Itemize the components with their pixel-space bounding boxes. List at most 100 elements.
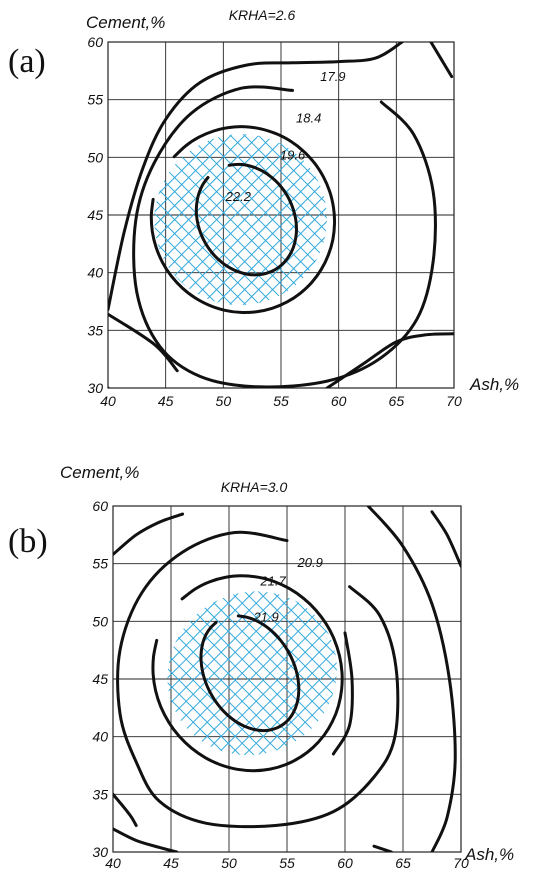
contour-line xyxy=(331,631,354,756)
hatch-line xyxy=(128,108,353,332)
hatch-line xyxy=(138,561,366,785)
x-tick-label: 40 xyxy=(100,393,116,409)
hatch-line xyxy=(175,561,366,785)
contour-line xyxy=(325,332,454,388)
hatch-line xyxy=(138,561,366,785)
contour-line xyxy=(113,512,185,556)
contour-lines xyxy=(108,42,454,388)
hatch-line xyxy=(128,108,353,332)
contour-line xyxy=(430,510,461,568)
hatch-line xyxy=(217,561,366,785)
y-axis-title: Cement,% xyxy=(60,463,139,482)
hatch-line xyxy=(220,108,353,332)
y-tick-label: 45 xyxy=(87,207,103,223)
hatch-line xyxy=(231,561,366,785)
hatch-line xyxy=(128,108,353,332)
hatch-line xyxy=(178,108,353,332)
hatch-line xyxy=(138,561,366,785)
chart-title: KRHA=2.6 xyxy=(229,7,296,23)
panel-label: (a) xyxy=(8,43,46,80)
contour-line xyxy=(113,792,138,827)
y-tick-label: 35 xyxy=(87,322,103,338)
y-tick-label: 50 xyxy=(87,149,103,165)
contour-line xyxy=(429,42,454,79)
grid xyxy=(107,41,455,389)
contour-label: 18.4 xyxy=(296,111,321,126)
contour-line xyxy=(116,530,400,829)
hatch-line xyxy=(138,561,366,785)
y-tick-label: 55 xyxy=(87,92,103,108)
contour-label: 17.9 xyxy=(320,69,345,84)
hatch-line xyxy=(136,108,353,332)
y-tick-label: 30 xyxy=(87,380,103,396)
hatch-line xyxy=(138,561,366,785)
y-tick-label: 35 xyxy=(92,786,108,802)
x-tick-label: 50 xyxy=(216,393,232,409)
hatch-line xyxy=(128,108,353,332)
hatch-line xyxy=(164,108,353,332)
hatch-line xyxy=(189,561,366,785)
contour-line xyxy=(199,614,301,733)
hatch-line xyxy=(245,561,366,785)
x-tick-label: 40 xyxy=(105,855,121,871)
x-tick-label: 70 xyxy=(453,855,469,871)
hatch-line xyxy=(138,561,366,785)
x-tick-label: 50 xyxy=(221,855,237,871)
contour-line xyxy=(194,162,299,277)
panel-label: (b) xyxy=(8,523,48,560)
plot-frame xyxy=(112,505,462,853)
hatch-line xyxy=(138,561,366,785)
contour-label: 20.9 xyxy=(297,555,323,570)
x-axis-title: Ash,% xyxy=(469,375,519,394)
hatch-line xyxy=(138,561,323,785)
hatch-line xyxy=(231,561,366,785)
x-tick-label: 55 xyxy=(273,393,289,409)
hatch-line xyxy=(175,561,366,785)
y-axis-title: Cement,% xyxy=(86,13,165,32)
hatch-line xyxy=(138,561,366,785)
contour-line xyxy=(108,42,404,312)
hatch-line xyxy=(128,108,311,332)
y-tick-label: 60 xyxy=(92,498,108,514)
y-tick-label: 55 xyxy=(92,556,108,572)
hatch-line xyxy=(138,561,281,785)
hatch-line xyxy=(128,108,353,332)
x-tick-label: 70 xyxy=(446,393,462,409)
x-tick-label: 45 xyxy=(163,855,179,871)
panel-b: 20.9 21.7 21.9 40 45 50 55 60 65 70 30 35 40 45 50 55 60… xyxy=(8,463,514,871)
contour-line xyxy=(113,827,179,852)
y-tick-label: 40 xyxy=(87,265,103,281)
hatch-line xyxy=(138,561,366,785)
chart-title: KRHA=3.0 xyxy=(221,479,288,495)
y-tick-label: 40 xyxy=(92,729,108,745)
contour-label: 21.7 xyxy=(259,574,286,589)
hatch-line xyxy=(128,108,353,332)
contour-line xyxy=(366,506,457,852)
hatch-line xyxy=(138,561,253,785)
contour-line xyxy=(108,312,179,373)
hatch-line xyxy=(138,561,323,785)
hatch-line xyxy=(164,108,353,332)
hatch-line xyxy=(128,108,353,332)
x-axis-title: Ash,% xyxy=(464,845,514,864)
hatch-line xyxy=(245,561,366,785)
hatch-line xyxy=(234,108,353,332)
y-tick-label: 30 xyxy=(92,844,108,860)
hatch-line xyxy=(138,561,366,785)
y-tick-label: 45 xyxy=(92,671,108,687)
hatch-line xyxy=(138,561,365,785)
x-tick-label: 65 xyxy=(395,855,411,871)
x-tick-label: 55 xyxy=(279,855,295,871)
hatch-line xyxy=(128,108,353,332)
hatch-line xyxy=(138,561,366,785)
hatch-line xyxy=(138,561,253,785)
hatch-line xyxy=(138,561,281,785)
y-tick-label: 60 xyxy=(87,34,103,50)
contour-line xyxy=(151,574,344,773)
hatch-line xyxy=(128,108,353,332)
hatch-line xyxy=(234,108,353,332)
contour-line xyxy=(372,844,393,852)
contour-line xyxy=(132,85,437,388)
hatch-line xyxy=(220,108,353,332)
